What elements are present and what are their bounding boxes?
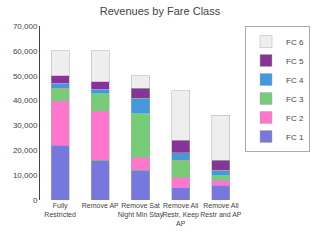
svg-text:FullyRestricted: FullyRestricted — [44, 202, 76, 218]
svg-text:40,000: 40,000 — [13, 96, 38, 105]
svg-text:50,000: 50,000 — [13, 72, 38, 81]
svg-text:Remove SatNight Min Stay: Remove SatNight Min Stay — [118, 202, 164, 219]
svg-text:Revenues by Fare Class: Revenues by Fare Class — [100, 5, 221, 17]
svg-text:FC 6: FC 6 — [286, 38, 304, 47]
svg-text:70,000: 70,000 — [13, 22, 38, 31]
svg-text:FC 2: FC 2 — [286, 114, 304, 123]
svg-text:20,000: 20,000 — [13, 146, 38, 155]
svg-text:Remove AP: Remove AP — [82, 202, 119, 209]
svg-text:FC 3: FC 3 — [286, 95, 304, 104]
svg-text:FC 4: FC 4 — [286, 76, 304, 85]
svg-text:0: 0 — [33, 196, 38, 205]
svg-text:FC 5: FC 5 — [286, 57, 304, 66]
svg-text:30,000: 30,000 — [13, 121, 38, 130]
svg-text:Remove AllRestr, KeepAP: Remove AllRestr, KeepAP — [162, 202, 199, 227]
svg-text:FC 1: FC 1 — [286, 133, 304, 142]
svg-text:10,000: 10,000 — [13, 171, 38, 180]
svg-text:Remove AllRestr and AP: Remove AllRestr and AP — [200, 202, 242, 218]
svg-text:60,000: 60,000 — [13, 47, 38, 56]
